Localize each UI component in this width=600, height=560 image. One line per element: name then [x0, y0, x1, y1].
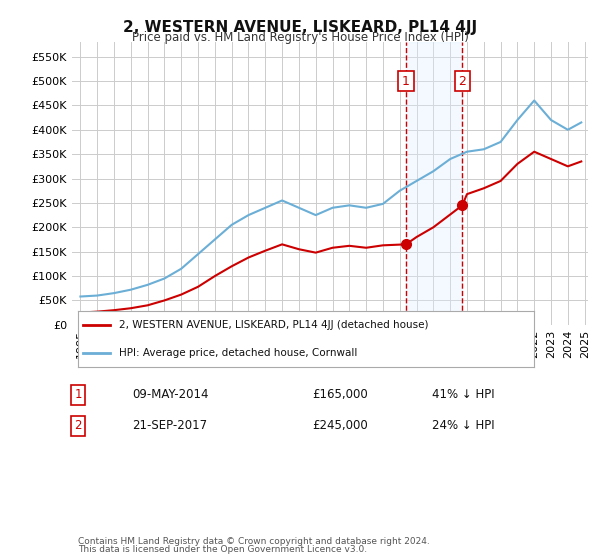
2, WESTERN AVENUE, LISKEARD, PL14 4JJ (detached house): [245, 254, 252, 261]
HPI: Average price, detached house, Cornwall: (2e+03, 8.2e+04): Average price, detached house, Cornwall:…: [144, 282, 151, 288]
HPI: Average price, detached house, Cornwall: (2.02e+03, 3.55e+05): Average price, detached house, Cornwall:…: [463, 148, 470, 155]
HPI: Average price, detached house, Cornwall: (2e+03, 7.2e+04): Average price, detached house, Cornwall:…: [127, 286, 134, 293]
Text: 24% ↓ HPI: 24% ↓ HPI: [432, 419, 494, 432]
HPI: Average price, detached house, Cornwall: (2.02e+03, 2.95e+05): Average price, detached house, Cornwall:…: [413, 178, 420, 184]
Text: 1: 1: [402, 74, 410, 87]
2, WESTERN AVENUE, LISKEARD, PL14 4JJ (detached house): [161, 297, 168, 304]
Text: Price paid vs. HM Land Registry's House Price Index (HPI): Price paid vs. HM Land Registry's House …: [131, 31, 469, 44]
HPI: Average price, detached house, Cornwall: (2e+03, 9.5e+04): Average price, detached house, Cornwall:…: [161, 275, 168, 282]
HPI: Average price, detached house, Cornwall: (2e+03, 1.45e+05): Average price, detached house, Cornwall:…: [194, 251, 202, 258]
HPI: Average price, detached house, Cornwall: (2.01e+03, 2.75e+05): Average price, detached house, Cornwall:…: [396, 188, 403, 194]
HPI: Average price, detached house, Cornwall: (2e+03, 5.8e+04): Average price, detached house, Cornwall:…: [77, 293, 84, 300]
2, WESTERN AVENUE, LISKEARD, PL14 4JJ (detached house): [77, 309, 84, 316]
2, WESTERN AVENUE, LISKEARD, PL14 4JJ (detached house): [144, 302, 151, 309]
HPI: Average price, detached house, Cornwall: (2.02e+03, 4.2e+05): Average price, detached house, Cornwall:…: [547, 116, 554, 123]
2, WESTERN AVENUE, LISKEARD, PL14 4JJ (detached house): [413, 234, 420, 240]
HPI: Average price, detached house, Cornwall: (2e+03, 6.5e+04): Average price, detached house, Cornwall:…: [110, 290, 118, 296]
HPI: Average price, detached house, Cornwall: (2.01e+03, 2.4e+05): Average price, detached house, Cornwall:…: [362, 204, 370, 211]
2, WESTERN AVENUE, LISKEARD, PL14 4JJ (detached house): [497, 178, 504, 184]
Text: £165,000: £165,000: [312, 388, 368, 402]
2, WESTERN AVENUE, LISKEARD, PL14 4JJ (detached house): [127, 305, 134, 311]
2, WESTERN AVENUE, LISKEARD, PL14 4JJ (detached house): [379, 242, 386, 249]
2, WESTERN AVENUE, LISKEARD, PL14 4JJ (detached house): [94, 308, 101, 315]
HPI: Average price, detached house, Cornwall: (2.01e+03, 2.4e+05): Average price, detached house, Cornwall:…: [329, 204, 336, 211]
HPI: Average price, detached house, Cornwall: (2.01e+03, 2.4e+05): Average price, detached house, Cornwall:…: [262, 204, 269, 211]
2, WESTERN AVENUE, LISKEARD, PL14 4JJ (detached house): [458, 202, 466, 209]
2, WESTERN AVENUE, LISKEARD, PL14 4JJ (detached house): [547, 156, 554, 162]
2, WESTERN AVENUE, LISKEARD, PL14 4JJ (detached house): [262, 248, 269, 254]
HPI: Average price, detached house, Cornwall: (2e+03, 1.15e+05): Average price, detached house, Cornwall:…: [178, 265, 185, 272]
HPI: Average price, detached house, Cornwall: (2.02e+03, 3.15e+05): Average price, detached house, Cornwall:…: [430, 168, 437, 175]
HPI: Average price, detached house, Cornwall: (2e+03, 2.25e+05): Average price, detached house, Cornwall:…: [245, 212, 252, 218]
HPI: Average price, detached house, Cornwall: (2.02e+03, 4.2e+05): Average price, detached house, Cornwall:…: [514, 116, 521, 123]
2, WESTERN AVENUE, LISKEARD, PL14 4JJ (detached house): [578, 158, 585, 165]
Line: HPI: Average price, detached house, Cornwall: HPI: Average price, detached house, Corn…: [80, 100, 581, 297]
HPI: Average price, detached house, Cornwall: (2.02e+03, 4e+05): Average price, detached house, Cornwall:…: [564, 127, 571, 133]
Text: HPI: Average price, detached house, Cornwall: HPI: Average price, detached house, Corn…: [119, 348, 358, 358]
2, WESTERN AVENUE, LISKEARD, PL14 4JJ (detached house): [430, 224, 437, 231]
HPI: Average price, detached house, Cornwall: (2e+03, 2.05e+05): Average price, detached house, Cornwall:…: [228, 222, 235, 228]
2, WESTERN AVENUE, LISKEARD, PL14 4JJ (detached house): [211, 273, 218, 279]
Text: 2: 2: [74, 419, 82, 432]
Text: 2, WESTERN AVENUE, LISKEARD, PL14 4JJ: 2, WESTERN AVENUE, LISKEARD, PL14 4JJ: [123, 20, 477, 35]
2, WESTERN AVENUE, LISKEARD, PL14 4JJ (detached house): [178, 291, 185, 298]
HPI: Average price, detached house, Cornwall: (2.02e+03, 3.75e+05): Average price, detached house, Cornwall:…: [497, 138, 504, 145]
Text: 41% ↓ HPI: 41% ↓ HPI: [432, 388, 494, 402]
HPI: Average price, detached house, Cornwall: (2.01e+03, 2.45e+05): Average price, detached house, Cornwall:…: [346, 202, 353, 209]
Text: 21-SEP-2017: 21-SEP-2017: [132, 419, 207, 432]
Text: £245,000: £245,000: [312, 419, 368, 432]
HPI: Average price, detached house, Cornwall: (2.02e+03, 4.15e+05): Average price, detached house, Cornwall:…: [578, 119, 585, 126]
HPI: Average price, detached house, Cornwall: (2e+03, 1.75e+05): Average price, detached house, Cornwall:…: [211, 236, 218, 243]
2, WESTERN AVENUE, LISKEARD, PL14 4JJ (detached house): [278, 241, 286, 248]
HPI: Average price, detached house, Cornwall: (2.02e+03, 3.4e+05): Average price, detached house, Cornwall:…: [446, 156, 454, 162]
Text: 2, WESTERN AVENUE, LISKEARD, PL14 4JJ (detached house): 2, WESTERN AVENUE, LISKEARD, PL14 4JJ (d…: [119, 320, 428, 330]
Line: 2, WESTERN AVENUE, LISKEARD, PL14 4JJ (detached house): 2, WESTERN AVENUE, LISKEARD, PL14 4JJ (d…: [80, 152, 581, 312]
2, WESTERN AVENUE, LISKEARD, PL14 4JJ (detached house): [463, 191, 470, 198]
2, WESTERN AVENUE, LISKEARD, PL14 4JJ (detached house): [110, 307, 118, 314]
2, WESTERN AVENUE, LISKEARD, PL14 4JJ (detached house): [228, 263, 235, 270]
HPI: Average price, detached house, Cornwall: (2.01e+03, 2.4e+05): Average price, detached house, Cornwall:…: [295, 204, 302, 211]
Text: 2: 2: [458, 74, 466, 87]
2, WESTERN AVENUE, LISKEARD, PL14 4JJ (detached house): [514, 161, 521, 167]
HPI: Average price, detached house, Cornwall: (2.01e+03, 2.25e+05): Average price, detached house, Cornwall:…: [312, 212, 319, 218]
Text: 09-MAY-2014: 09-MAY-2014: [132, 388, 209, 402]
Bar: [406, 42, 462, 325]
2, WESTERN AVENUE, LISKEARD, PL14 4JJ (detached house): [480, 185, 487, 192]
HPI: Average price, detached house, Cornwall: (2.01e+03, 2.48e+05): Average price, detached house, Cornwall:…: [379, 200, 386, 207]
2, WESTERN AVENUE, LISKEARD, PL14 4JJ (detached house): [329, 244, 336, 251]
HPI: Average price, detached house, Cornwall: (2.01e+03, 2.55e+05): Average price, detached house, Cornwall:…: [278, 197, 286, 204]
Text: 1: 1: [74, 388, 82, 402]
Text: Contains HM Land Registry data © Crown copyright and database right 2024.: Contains HM Land Registry data © Crown c…: [78, 537, 430, 546]
HPI: Average price, detached house, Cornwall: (2e+03, 6e+04): Average price, detached house, Cornwall:…: [94, 292, 101, 299]
2, WESTERN AVENUE, LISKEARD, PL14 4JJ (detached house): [530, 148, 538, 155]
2, WESTERN AVENUE, LISKEARD, PL14 4JJ (detached house): [564, 163, 571, 170]
HPI: Average price, detached house, Cornwall: (2.02e+03, 4.6e+05): Average price, detached house, Cornwall:…: [530, 97, 538, 104]
2, WESTERN AVENUE, LISKEARD, PL14 4JJ (detached house): [362, 244, 370, 251]
HPI: Average price, detached house, Cornwall: (2.02e+03, 3.6e+05): Average price, detached house, Cornwall:…: [480, 146, 487, 153]
2, WESTERN AVENUE, LISKEARD, PL14 4JJ (detached house): [312, 249, 319, 256]
2, WESTERN AVENUE, LISKEARD, PL14 4JJ (detached house): [346, 242, 353, 249]
2, WESTERN AVENUE, LISKEARD, PL14 4JJ (detached house): [295, 246, 302, 253]
2, WESTERN AVENUE, LISKEARD, PL14 4JJ (detached house): [194, 283, 202, 290]
2, WESTERN AVENUE, LISKEARD, PL14 4JJ (detached house): [403, 241, 410, 248]
Text: This data is licensed under the Open Government Licence v3.0.: This data is licensed under the Open Gov…: [78, 545, 367, 554]
